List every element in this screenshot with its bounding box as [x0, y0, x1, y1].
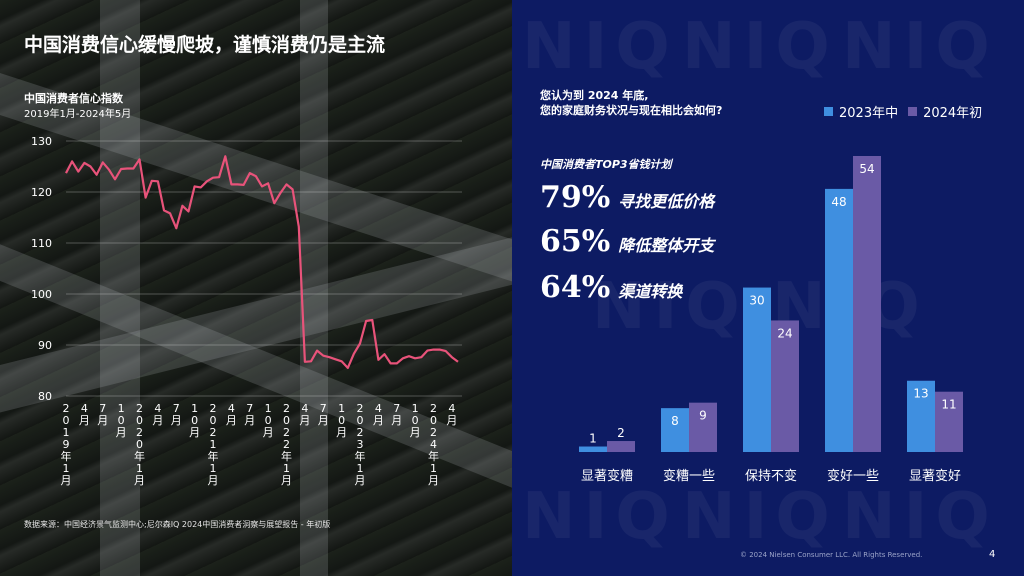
line-chart-subtitle: 2019年1月-2024年5月 [24, 109, 132, 120]
bar [579, 446, 607, 452]
bar [689, 402, 717, 452]
series-line [65, 155, 459, 369]
copyright: © 2024 Nielsen Consumer LLC. All Rights … [740, 551, 923, 559]
bar [771, 320, 799, 452]
question-line-2: 您的家庭财务状况与现在相比会如何? [540, 104, 723, 117]
legend-swatch-2023 [824, 107, 833, 116]
watermark: NIQ [522, 10, 678, 84]
bar-value-label: 54 [859, 162, 874, 176]
category-label: 变好一些 [827, 468, 879, 484]
bar-value-label: 2 [617, 426, 625, 440]
stat-1-label: 寻找更低价格 [618, 192, 715, 211]
bar [853, 156, 881, 452]
bar [743, 287, 771, 452]
page-title: 中国消费信心缓慢爬坡，谨慎消费仍是主流 [24, 34, 386, 56]
top3-title: 中国消费者TOP3省钱计划 [540, 158, 672, 171]
bar-value-label: 24 [777, 326, 792, 340]
y-tick-label: 130 [31, 135, 52, 148]
line-chart-title: 中国消费者信心指数 [24, 92, 123, 105]
bar-value-label: 11 [941, 398, 956, 412]
stat-3: 64% 渠道转换 [540, 270, 682, 305]
stat-3-percent: 64% [540, 270, 611, 305]
source-note: 数据来源：中国经济景气监测中心;尼尔森IQ 2024中国消费者洞察与展望报告 -… [24, 520, 331, 529]
stat-1: 79% 寻找更低价格 [540, 180, 714, 215]
watermark: NIQ [682, 480, 838, 554]
page-number: 4 [989, 549, 996, 560]
category-label: 保持不变 [745, 468, 797, 484]
legend-label-2024: 2024年初 [923, 106, 983, 121]
bar [935, 391, 963, 452]
bar-legend: 2023年中 2024年初 [824, 102, 982, 121]
watermark: NIQ [592, 270, 748, 344]
watermark: NIQ [842, 480, 998, 554]
watermark: NIQ [682, 10, 838, 84]
stat-2: 65% 降低整体开支 [540, 224, 714, 259]
y-tick-label: 120 [31, 186, 52, 199]
y-tick-label: 90 [38, 339, 52, 352]
bar [907, 380, 935, 452]
bar-value-label: 9 [699, 409, 707, 423]
category-label: 显著变好 [909, 468, 961, 484]
bar-value-label: 1 [589, 432, 597, 446]
category-label: 变糟一些 [663, 468, 715, 484]
legend-swatch-2024 [908, 107, 918, 116]
bar [661, 408, 689, 452]
bar-value-label: 8 [671, 414, 679, 428]
background-photo [0, 0, 631, 576]
stat-2-percent: 65% [540, 224, 611, 259]
stat-1-percent: 79% [540, 180, 611, 215]
stat-3-label: 渠道转换 [618, 282, 683, 301]
legend-label-2023: 2023年中 [839, 106, 899, 121]
question-line-1: 您认为到 2024 年底, [540, 89, 649, 102]
bar [607, 441, 635, 452]
y-tick-label: 110 [31, 237, 52, 250]
watermark: NIQ [522, 480, 678, 554]
stat-2-label: 降低整体开支 [618, 236, 715, 255]
bar-value-label: 30 [749, 294, 764, 308]
watermark: NIQ [842, 10, 998, 84]
y-tick-label: 100 [31, 288, 52, 301]
category-label: 显著变糟 [581, 468, 633, 484]
survey-question: 您认为到 2024 年底, 您的家庭财务状况与现在相比会如何? [540, 88, 722, 118]
bar-value-label: 13 [913, 387, 928, 401]
bar [825, 188, 853, 452]
bar-value-label: 48 [831, 195, 846, 209]
y-tick-label: 80 [38, 390, 52, 403]
